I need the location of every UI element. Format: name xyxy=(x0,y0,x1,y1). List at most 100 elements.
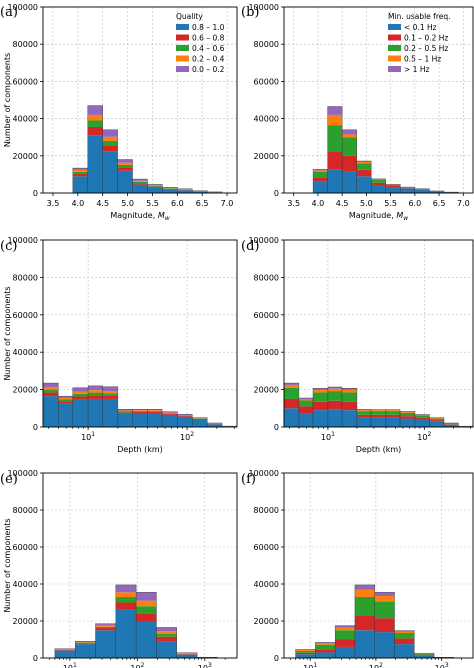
bar-segment xyxy=(72,396,89,400)
bar-segment xyxy=(75,641,96,643)
y-tick-label: 60000 xyxy=(13,77,38,86)
bar-segment xyxy=(414,419,430,427)
x-axis-label: Magnitude, Mw xyxy=(349,211,408,222)
bar-segment xyxy=(102,391,118,394)
bar-segment xyxy=(313,392,328,402)
x-axis-label: Magnitude, Mw xyxy=(110,211,169,222)
bar-segment xyxy=(162,412,178,414)
bar-segment xyxy=(335,639,355,647)
bar-segment xyxy=(176,654,198,655)
x-tick-label: 6.5 xyxy=(433,199,446,208)
x-tick-label: 7.0 xyxy=(221,199,234,208)
bar-segment xyxy=(313,410,328,427)
bar-segment xyxy=(385,185,401,188)
bar-segment xyxy=(356,169,372,177)
bar-segment xyxy=(354,596,375,616)
y-tick-label: 60000 xyxy=(254,311,279,320)
panel-label: (f) xyxy=(241,472,256,487)
bar-segment xyxy=(95,630,116,658)
bar-segment xyxy=(162,413,178,414)
x-tick-label: 102 xyxy=(417,431,431,442)
bar-segment xyxy=(75,642,96,644)
bar-segment xyxy=(385,410,401,412)
legend-swatch xyxy=(176,34,189,41)
x-tick-exponent: 2 xyxy=(190,431,194,438)
bar-segment xyxy=(136,613,157,621)
bar-segment xyxy=(147,411,163,413)
bar-segment xyxy=(394,630,415,632)
bar-segment xyxy=(95,628,116,631)
bar-segment xyxy=(414,417,430,420)
y-tick-label: 20000 xyxy=(254,617,279,626)
legend-title: Quality xyxy=(176,12,203,21)
x-tick-label: 4.5 xyxy=(336,199,349,208)
y-tick-label: 80000 xyxy=(13,40,38,49)
bar-segment xyxy=(371,409,386,411)
bar-segment xyxy=(356,411,372,415)
bar-segment xyxy=(394,644,415,658)
x-tick-exponent: 1 xyxy=(331,431,335,438)
panel-label: (e) xyxy=(0,472,18,487)
bar-segment xyxy=(72,387,89,392)
bar-segment xyxy=(115,584,137,593)
bar-segment xyxy=(102,136,118,141)
legend-entry: > 1 Hz xyxy=(404,65,429,74)
bar-segment xyxy=(117,170,133,193)
bar-segment xyxy=(284,383,299,385)
bar-segment xyxy=(147,412,163,427)
legend-entry: 0.4 – 0.6 xyxy=(192,44,225,53)
y-tick-label: 20000 xyxy=(13,386,38,395)
x-tick-label: 102 xyxy=(180,431,194,442)
bar-segment xyxy=(356,161,372,164)
legend-swatch xyxy=(388,66,401,72)
y-tick-label: 60000 xyxy=(254,77,279,86)
x-axis-label: Depth (km) xyxy=(117,445,163,454)
bar-segment xyxy=(87,114,103,121)
y-tick-label: 100000 xyxy=(248,3,279,12)
bar-segment xyxy=(327,400,343,410)
bar-segment xyxy=(192,191,208,193)
y-axis-label: Number of components xyxy=(3,286,12,380)
y-tick-label: 60000 xyxy=(254,543,279,552)
bar-segment xyxy=(356,176,372,193)
y-tick-label: 60000 xyxy=(13,543,38,552)
bar-segment xyxy=(354,589,375,597)
bar-segment xyxy=(58,396,73,399)
bar-segment xyxy=(102,393,118,396)
bar-segment xyxy=(371,178,386,180)
bar-segment xyxy=(313,181,328,193)
bar-segment xyxy=(327,151,343,170)
bar-segment xyxy=(414,415,430,418)
bar-segment xyxy=(327,106,343,115)
x-tick-label: 101 xyxy=(321,431,335,442)
bar-segment xyxy=(356,410,372,412)
bar-segment xyxy=(400,411,415,413)
x-tick-label: 5.0 xyxy=(121,199,134,208)
bar-segment xyxy=(371,411,386,415)
y-tick-label: 80000 xyxy=(254,40,279,49)
bar-segment xyxy=(400,418,415,427)
bar-segment xyxy=(72,168,88,170)
bar-segment xyxy=(414,653,435,655)
x-tick-exponent: 1 xyxy=(313,662,317,668)
bar-segment xyxy=(132,181,148,184)
x-tick-exponent: 3 xyxy=(445,662,449,668)
legend-swatch xyxy=(176,66,189,72)
bar-segment xyxy=(147,184,163,186)
bar-segment xyxy=(147,185,163,186)
x-tick-label: 3.5 xyxy=(287,199,300,208)
bar-segment xyxy=(72,169,88,172)
bar-segment xyxy=(72,399,89,427)
bar-segment xyxy=(132,184,148,193)
y-tick-label: 40000 xyxy=(13,580,38,589)
x-tick-label: 101 xyxy=(303,662,317,668)
bar-segment xyxy=(429,191,444,193)
bar-segment xyxy=(313,389,328,393)
legend-swatch xyxy=(176,24,189,30)
bar-segment xyxy=(132,410,148,411)
y-tick-label: 80000 xyxy=(254,506,279,515)
bar-segment xyxy=(162,414,178,427)
bar-segment xyxy=(313,170,328,172)
y-tick-label: 40000 xyxy=(254,115,279,124)
bar-segment xyxy=(88,395,103,399)
